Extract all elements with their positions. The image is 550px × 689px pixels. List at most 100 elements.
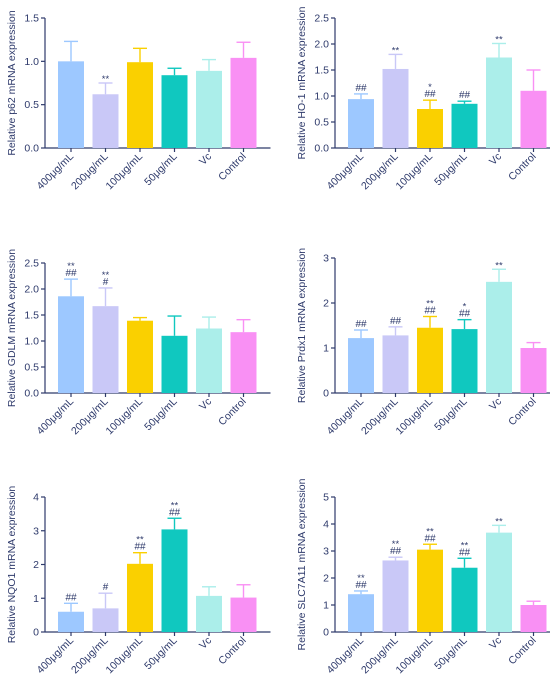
chart-svg: Relative GDLM mRNA expression 0.0 0.5 1.0 1.… <box>6 249 271 437</box>
hash-annotation: # <box>103 277 109 288</box>
x-tick-label: Vc <box>487 151 504 168</box>
y-tick-label: 2 <box>323 298 329 310</box>
bar <box>161 335 188 393</box>
hash-annotation: ## <box>390 546 402 557</box>
y-axis-label: Relative SLC7A11 mRNA expression <box>296 478 308 650</box>
y-tick-label: 0.5 <box>24 362 39 374</box>
y-tick-label: 1.0 <box>314 91 329 103</box>
y-tick-label: 3 <box>323 546 329 558</box>
bar <box>520 90 547 148</box>
y-tick-label: 1.0 <box>24 56 39 68</box>
y-tick-label: 2 <box>33 559 39 571</box>
error-bar <box>388 556 403 561</box>
error-bar <box>64 278 78 297</box>
star-annotation: ** <box>495 260 503 271</box>
x-tick-label: 50μg/mL <box>432 635 470 673</box>
bar <box>58 296 84 393</box>
error-bar <box>133 47 147 63</box>
bar <box>196 328 222 393</box>
bar <box>486 281 512 393</box>
hash-annotation: ## <box>459 90 471 101</box>
bar <box>230 332 257 393</box>
x-tick-label: Control <box>216 635 248 667</box>
error-bar <box>202 58 216 71</box>
chart-svg: Relative Prdx1 mRNA expression 0123400μg/… <box>296 248 550 437</box>
y-tick-label: 1 <box>33 593 39 605</box>
x-tick-label: Control <box>506 396 538 428</box>
x-tick-label: Control <box>216 396 248 428</box>
bar <box>230 597 257 632</box>
error-bar <box>492 524 506 533</box>
bar <box>161 75 188 148</box>
star-annotation: ** <box>495 516 503 527</box>
hash-annotation: # <box>103 582 109 593</box>
bar <box>92 94 119 148</box>
error-bar <box>236 41 251 58</box>
bar <box>127 563 153 632</box>
error-bar <box>202 316 216 329</box>
bar <box>451 567 478 632</box>
y-tick-label: 1 <box>323 600 329 612</box>
hash-annotation: ## <box>424 306 436 317</box>
x-tick-label: 100μg/mL <box>393 635 435 677</box>
chart-svg: Relative SLC7A11 mRNA expression 01234540… <box>296 478 550 677</box>
y-tick-label: 4 <box>323 519 329 531</box>
error-bar <box>423 99 437 109</box>
x-tick-label: Control <box>506 635 538 667</box>
hash-annotation: ## <box>459 547 471 558</box>
bar <box>348 594 374 632</box>
hash-annotation: ## <box>424 533 436 544</box>
bar <box>382 560 409 632</box>
hash-annotation: ## <box>459 309 471 320</box>
x-tick-label: Control <box>216 151 248 183</box>
bar <box>451 103 478 148</box>
chart-svg: Relative HO-1 mRNA expression 0.0 0.5 1.0 1.… <box>296 6 550 192</box>
error-bar <box>354 590 368 595</box>
star-annotation: ** <box>357 573 365 584</box>
hash-annotation: ## <box>134 542 146 553</box>
error-bar <box>423 315 437 328</box>
prdx1-chart: Relative Prdx1 mRNA expression 0 1 2 3 400μg/… <box>280 235 550 450</box>
x-tick-label: 50μg/mL <box>432 396 470 434</box>
hash-annotation: ## <box>390 316 402 327</box>
error-bar <box>98 287 113 307</box>
star-annotation: ** <box>392 45 400 56</box>
bar <box>230 57 257 148</box>
error-bar <box>167 315 182 336</box>
y-tick-label: 1.5 <box>24 13 39 25</box>
y-tick-label: 1.0 <box>24 336 39 348</box>
x-tick-label: 50μg/mL <box>432 151 470 189</box>
bar <box>127 320 153 393</box>
bar <box>196 70 222 148</box>
star-annotation: ** <box>136 535 144 546</box>
error-bar <box>457 100 472 104</box>
y-tick-label: 0.5 <box>24 99 39 111</box>
error-bar <box>64 40 78 62</box>
bar <box>348 99 374 148</box>
bar <box>58 61 84 149</box>
hash-annotation: ## <box>424 89 436 100</box>
bar <box>486 532 512 632</box>
error-bar <box>526 69 541 91</box>
x-tick-label: 50μg/mL <box>142 151 180 189</box>
bar <box>417 109 443 148</box>
star-annotation: ** <box>67 261 75 272</box>
star-annotation: ** <box>171 500 179 511</box>
star-annotation: ** <box>102 270 110 281</box>
y-tick-label: 2.0 <box>314 39 329 51</box>
error-bar <box>354 93 368 100</box>
y-axis-label: Relative HO-1 mRNA expression <box>296 6 308 159</box>
error-bar <box>167 67 182 76</box>
x-tick-label: Control <box>506 151 538 183</box>
hash-annotation: ## <box>65 592 77 603</box>
x-tick-label: Vc <box>197 635 214 652</box>
y-axis-label: Relative GDLM mRNA expression <box>6 249 18 407</box>
error-bar <box>133 316 147 321</box>
bar <box>486 57 512 148</box>
y-tick-label: 1 <box>323 343 329 355</box>
chart-svg: Relative p62 mRNA expression 0.0 0.5 1.0 1.5… <box>6 10 271 192</box>
error-bar <box>492 42 506 58</box>
error-bar <box>457 318 472 330</box>
star-annotation: * <box>463 302 467 313</box>
error-bar <box>526 600 541 605</box>
